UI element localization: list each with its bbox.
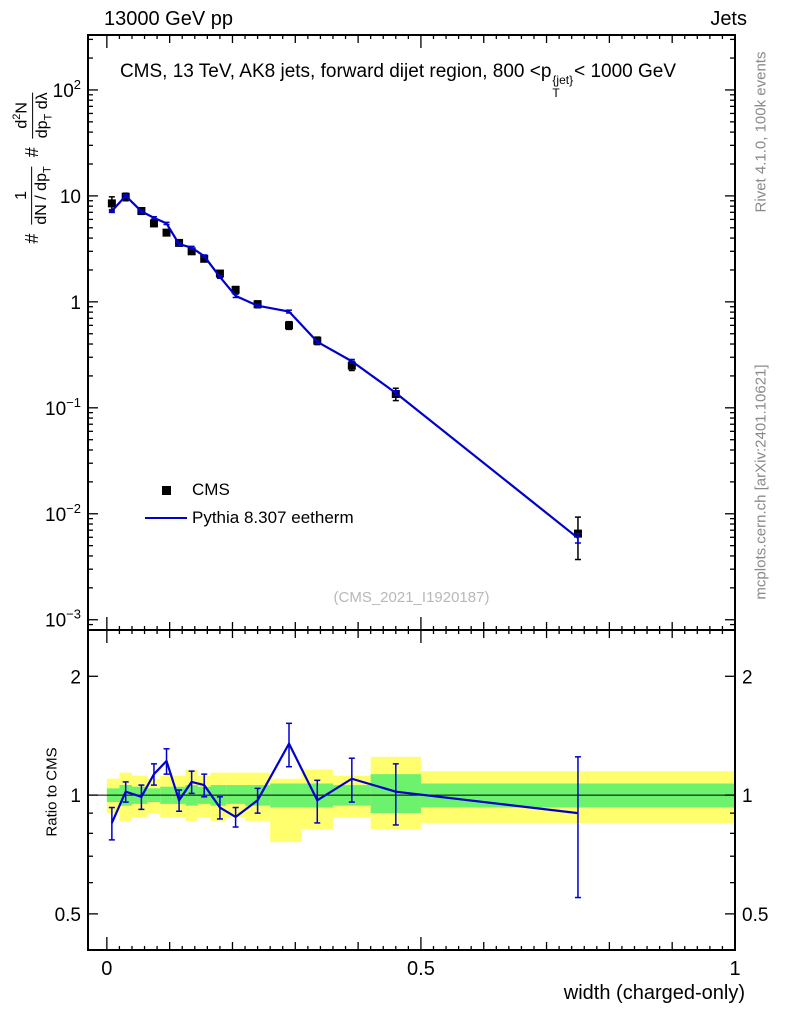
- legend-label-cms: CMS: [192, 480, 230, 499]
- pt-supsub: {jet} T: [552, 74, 573, 99]
- y-axis-title: # 1 dN / dpT # d2N dpT dλ: [0, 36, 66, 300]
- plot-title: CMS, 13 TeV, AK8 jets, forward dijet reg…: [40, 61, 756, 99]
- analysis-id-watermark: (CMS_2021_I1920187): [333, 589, 490, 606]
- plot-frames: [87, 34, 736, 951]
- ratio-tick-label: 1: [70, 786, 81, 807]
- pythia-line-icon: [145, 517, 187, 519]
- x-tick-label: 0.5: [407, 958, 435, 980]
- y-tick-label: 102: [53, 77, 81, 102]
- rivet-version-note: Rivet 4.1.0, 100k events: [752, 51, 770, 213]
- axis-ticks: [88, 35, 736, 950]
- y-tick-label: 10: [60, 187, 81, 208]
- legend-label-pythia: Pythia 8.307 eetherm: [192, 508, 354, 527]
- fraction-bar: [31, 166, 33, 225]
- ratio-uncertainty-bands: [88, 756, 735, 843]
- pythia-mc-series: [108, 193, 581, 544]
- fraction-d2n: d2N dpT dλ: [11, 92, 54, 139]
- hash-symbol: #: [22, 233, 43, 244]
- ratio-tick-label: 0.5: [55, 905, 81, 926]
- analysis-group-label: Jets: [710, 8, 747, 30]
- legend: CMS Pythia 8.307 eetherm: [140, 476, 354, 532]
- ratio-tick-label-right: 2: [742, 667, 753, 688]
- plot-title-text-end: < 1000 GeV: [574, 61, 677, 82]
- fraction-bar: [31, 92, 33, 139]
- beam-energy-label: 13000 GeV pp: [104, 8, 233, 30]
- pt-subscript: T: [552, 85, 560, 100]
- ratio-tick-label: 2: [70, 667, 81, 688]
- fraction-one-over-dndpt: 1 dN / dpT: [12, 166, 54, 225]
- mcplots-reference-note: mcplots.cern.ch [arXiv:2401.10621]: [752, 364, 770, 600]
- y-tick-label: 10−3: [45, 607, 81, 632]
- plot-title-text: CMS, 13 TeV, AK8 jets, forward dijet reg…: [119, 61, 552, 82]
- ratio-tick-label-right: 0.5: [742, 905, 768, 926]
- ratio-tick-label-right: 1: [742, 786, 753, 807]
- x-tick-label: 0: [101, 958, 112, 980]
- hash-symbol: #: [22, 147, 43, 158]
- x-axis-title: width (charged-only): [563, 982, 745, 1004]
- ratio-axis-title: Ratio to CMS: [43, 747, 61, 837]
- axis-tick-labels: 102 10 1 10−1 10−2 10−3 2 2 1 1 0.5 0.5 0 0.5 1: [45, 77, 768, 980]
- pt-superscript: {jet}: [552, 73, 574, 87]
- legend-item-pythia: Pythia 8.307 eetherm: [140, 504, 354, 532]
- y-tick-label: 10−2: [45, 501, 81, 526]
- y-tick-label: 10−1: [45, 395, 81, 420]
- cms-data-marker-icon: [161, 485, 171, 495]
- y-tick-label: 1: [70, 293, 81, 314]
- y-axis-title-rotated: # 1 dN / dpT # d2N dpT dλ: [11, 92, 54, 244]
- legend-item-cms: CMS: [140, 476, 354, 504]
- x-tick-label: 1: [729, 958, 740, 980]
- ratio-mc-series: [108, 722, 581, 899]
